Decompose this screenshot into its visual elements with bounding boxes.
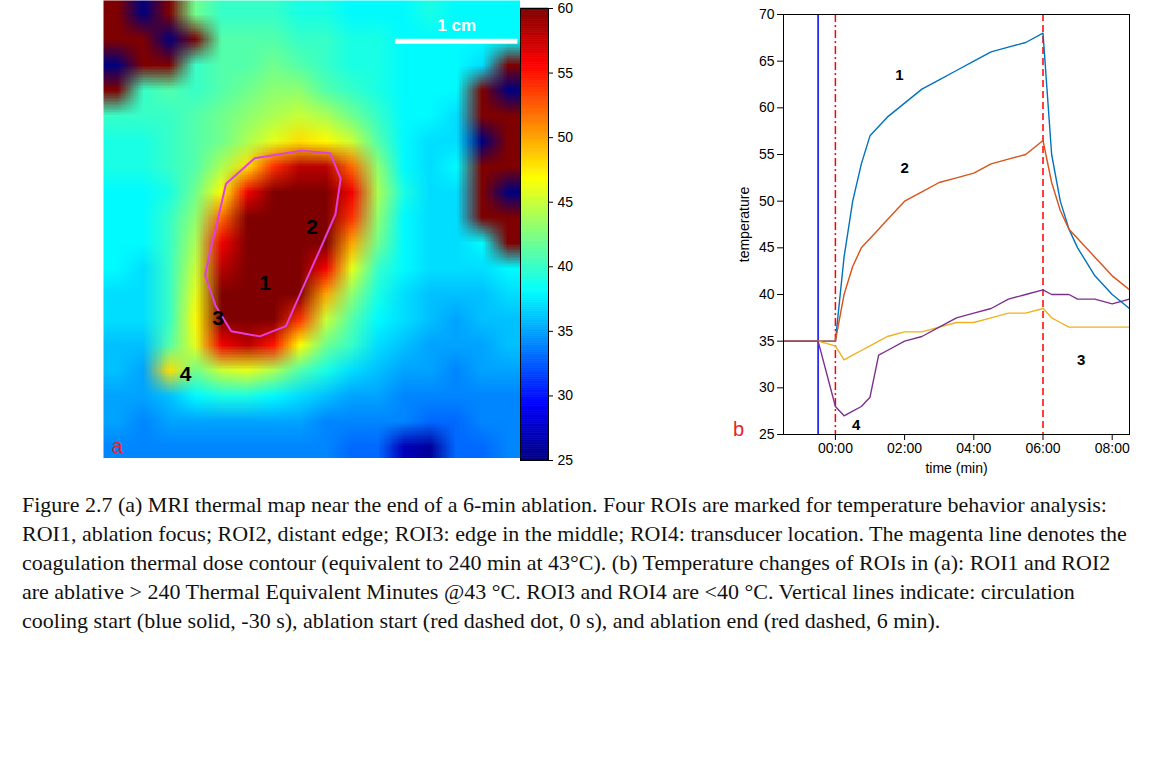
svg-text:55: 55 <box>558 65 574 81</box>
svg-text:25: 25 <box>759 426 775 442</box>
svg-text:time (min): time (min) <box>925 460 987 476</box>
svg-text:55: 55 <box>759 146 775 162</box>
html-text:Figure 2.7 (a) MRI thermal map: Figure 2.7 (a) MRI thermal map near the … <box>22 492 1127 633</box>
svg-text:1: 1 <box>259 271 271 294</box>
svg-text:a: a <box>112 435 124 457</box>
svg-text:70: 70 <box>759 6 775 22</box>
svg-text:40: 40 <box>558 258 574 274</box>
svg-text:4: 4 <box>852 416 861 433</box>
svg-text:60: 60 <box>558 0 574 16</box>
svg-text:3: 3 <box>212 306 224 329</box>
svg-text:06:00: 06:00 <box>1025 440 1060 456</box>
svg-text:04:00: 04:00 <box>956 440 991 456</box>
svg-text:45: 45 <box>759 239 775 255</box>
svg-text:4: 4 <box>180 362 192 385</box>
svg-text:temperature: temperature <box>736 187 752 263</box>
svg-text:1 cm: 1 cm <box>437 16 476 35</box>
svg-text:60: 60 <box>759 99 775 115</box>
svg-text:35: 35 <box>759 333 775 349</box>
svg-text:2: 2 <box>306 215 318 238</box>
svg-text:02:00: 02:00 <box>887 440 922 456</box>
svg-text:40: 40 <box>759 286 775 302</box>
svg-text:25: 25 <box>558 452 574 468</box>
svg-text:3: 3 <box>1077 351 1085 368</box>
svg-text:00:00: 00:00 <box>818 440 853 456</box>
svg-text:65: 65 <box>759 53 775 69</box>
svg-text:35: 35 <box>558 323 574 339</box>
svg-text:30: 30 <box>558 387 574 403</box>
svg-text:08:00: 08:00 <box>1095 440 1130 456</box>
svg-text:50: 50 <box>558 129 574 145</box>
svg-text:30: 30 <box>759 379 775 395</box>
html-text:b: b <box>733 418 745 440</box>
svg-text:1: 1 <box>895 66 903 83</box>
svg-text:2: 2 <box>900 159 908 176</box>
svg-text:50: 50 <box>759 193 775 209</box>
svg-text:45: 45 <box>558 194 574 210</box>
